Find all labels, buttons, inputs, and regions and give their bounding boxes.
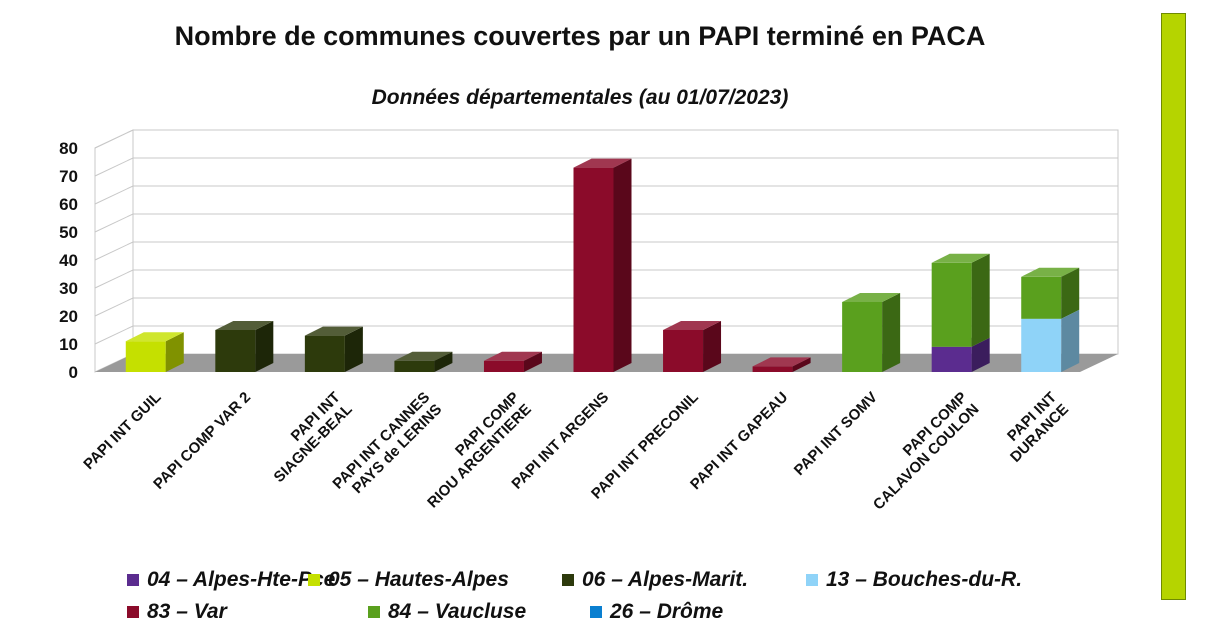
legend-label: 26 – Drôme <box>609 600 724 623</box>
x-tick-label: PAPI INTDURANCE <box>995 389 1072 466</box>
gridline <box>94 297 1118 317</box>
bar-segment <box>1021 267 1080 319</box>
legend-swatch <box>368 606 380 618</box>
y-tick-label: 0 <box>69 363 78 382</box>
legend-item: 06 – Alpes-Marit. <box>562 568 748 591</box>
bar-segment <box>663 321 722 372</box>
chart-title: Nombre de communes couvertes par un PAPI… <box>175 21 986 51</box>
legend-item: 05 – Hautes-Alpes <box>308 568 509 591</box>
bar-segment <box>483 351 542 372</box>
bar-segment <box>304 326 363 372</box>
legend-swatch <box>127 574 139 586</box>
legend-swatch <box>308 574 320 586</box>
x-tick-label: PAPI INT GAPEAU <box>687 389 791 493</box>
gridline <box>94 269 1118 289</box>
side-accent-bar <box>1161 13 1186 600</box>
legend-item: 13 – Bouches-du-R. <box>806 568 1022 591</box>
gridline <box>94 213 1118 233</box>
gridline <box>94 157 1118 177</box>
gridline <box>94 325 1118 345</box>
x-tick-label: PAPI INT GUIL <box>80 389 164 473</box>
legend-item: 83 – Var <box>127 600 229 623</box>
legend-label: 05 – Hautes-Alpes <box>328 568 509 591</box>
legend-label: 83 – Var <box>147 600 229 623</box>
x-tick-label: PAPI COMPCALAVON COULON <box>858 389 983 514</box>
legend-label: 06 – Alpes-Marit. <box>582 568 748 591</box>
bar-segment <box>394 351 453 372</box>
x-tick-label: PAPI INT SOMV <box>791 389 881 479</box>
bar-segment <box>215 321 274 372</box>
y-tick-label: 40 <box>59 251 78 270</box>
legend-swatch <box>590 606 602 618</box>
bar-segment <box>842 293 901 372</box>
y-tick-label: 60 <box>59 195 78 214</box>
legend-label: 04 – Alpes-Hte-Pce <box>147 568 336 591</box>
bar-segment <box>1021 309 1080 372</box>
chart-subtitle: Données départementales (au 01/07/2023) <box>372 86 789 109</box>
y-tick-label: 80 <box>59 139 78 158</box>
bar-segment <box>752 357 811 372</box>
x-tick-label: PAPI COMP VAR 2 <box>150 389 254 493</box>
legend-label: 13 – Bouches-du-R. <box>826 568 1022 591</box>
legend-swatch <box>806 574 818 586</box>
legend-label: 84 – Vaucluse <box>388 600 526 623</box>
legend-swatch <box>127 606 139 618</box>
legend-item: 26 – Drôme <box>590 600 724 623</box>
y-tick-label: 10 <box>59 335 78 354</box>
legend-swatch <box>562 574 574 586</box>
gridline <box>94 129 1118 149</box>
legend-item: 04 – Alpes-Hte-Pce <box>127 568 336 591</box>
legend-item: 84 – Vaucluse <box>368 600 526 623</box>
bar-segment <box>573 158 632 372</box>
gridline <box>94 241 1118 261</box>
bar-segment <box>125 332 184 372</box>
y-tick-label: 70 <box>59 167 78 186</box>
y-tick-label: 50 <box>59 223 78 242</box>
bar-segment <box>931 253 990 347</box>
y-tick-label: 30 <box>59 279 78 298</box>
gridline <box>94 185 1118 205</box>
y-tick-label: 20 <box>59 307 78 326</box>
